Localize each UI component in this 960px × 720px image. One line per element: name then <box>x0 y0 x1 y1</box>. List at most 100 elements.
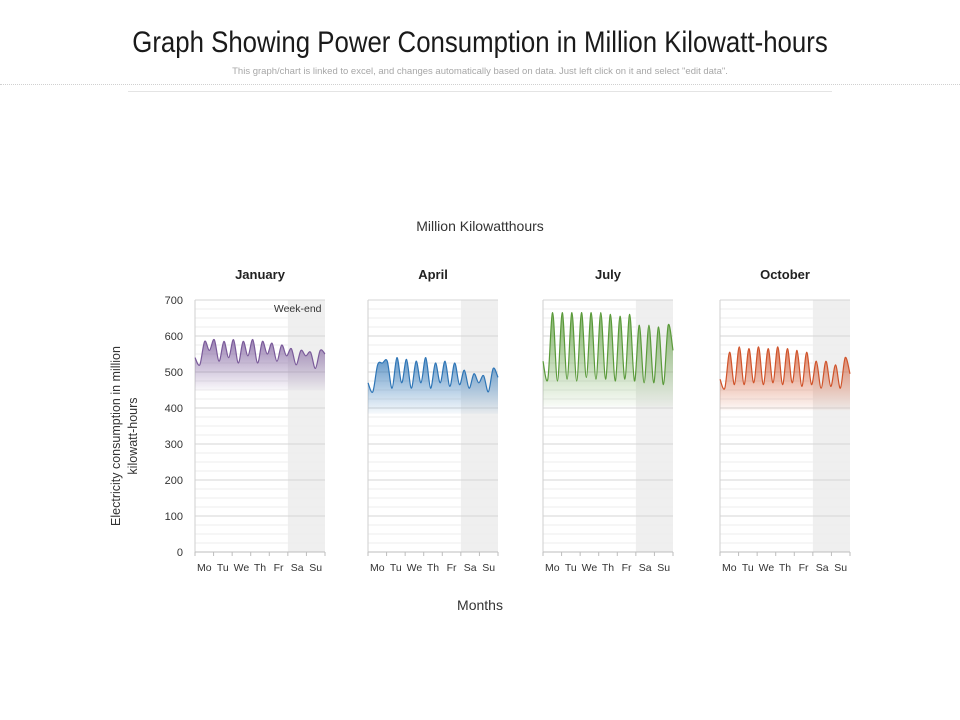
data-point <box>247 355 248 356</box>
data-point <box>204 341 205 342</box>
data-point <box>768 348 769 349</box>
data-point <box>286 355 287 356</box>
day-label: Mo <box>722 562 737 574</box>
data-point <box>425 357 426 358</box>
data-point <box>320 350 321 351</box>
day-label: Fr <box>447 562 457 574</box>
data-point <box>591 312 592 313</box>
data-point <box>782 384 783 385</box>
data-point <box>420 382 421 383</box>
data-point <box>658 326 659 327</box>
data-point <box>619 316 620 317</box>
data-point <box>416 361 417 362</box>
series-line <box>194 338 326 370</box>
data-point <box>372 391 373 392</box>
data-point <box>835 364 836 365</box>
x-axis-label: Months <box>457 597 503 613</box>
data-point <box>276 361 277 362</box>
day-label: We <box>234 562 250 574</box>
data-point <box>387 361 388 362</box>
data-point <box>743 384 744 385</box>
day-label: Tu <box>742 562 754 574</box>
series-line <box>542 311 674 386</box>
y-tick-label: 0 <box>177 547 183 559</box>
day-label: Fr <box>622 562 632 574</box>
data-point <box>562 312 563 313</box>
data-point <box>315 368 316 369</box>
data-point <box>257 362 258 363</box>
day-label: Sa <box>291 562 304 574</box>
y-axis-label: Electricity consumption in million kilowa… <box>109 346 140 526</box>
data-point <box>719 379 720 380</box>
page-title: Graph Showing Power Consumption in Milli… <box>132 26 828 59</box>
day-label: Mo <box>545 562 560 574</box>
data-point <box>547 379 548 380</box>
data-point <box>729 352 730 353</box>
data-point <box>440 382 441 383</box>
data-point <box>668 325 669 326</box>
data-point <box>238 362 239 363</box>
data-point <box>271 343 272 344</box>
day-label: We <box>759 562 775 574</box>
data-point <box>739 346 740 347</box>
data-point <box>639 325 640 326</box>
data-point <box>435 362 436 363</box>
series-line <box>719 346 851 390</box>
data-point <box>825 361 826 362</box>
data-point <box>267 353 268 354</box>
data-point <box>801 386 802 387</box>
data-point <box>310 352 311 353</box>
day-label: Tu <box>565 562 577 574</box>
data-point <box>845 357 846 358</box>
data-point <box>629 314 630 315</box>
series-area <box>368 357 498 414</box>
data-point <box>634 380 635 381</box>
data-point <box>281 344 282 345</box>
data-point <box>209 350 210 351</box>
data-point <box>830 386 831 387</box>
y-tick-label: 200 <box>165 475 183 487</box>
series-area <box>720 346 850 411</box>
day-label: Su <box>834 562 847 574</box>
y-tick-label: 600 <box>165 331 183 343</box>
data-point <box>411 388 412 389</box>
data-point <box>305 355 306 356</box>
data-point <box>610 314 611 315</box>
day-label: Fr <box>274 562 284 574</box>
data-point <box>252 339 253 340</box>
panel-october: Mo Tu We Th Fr Sa Su October <box>719 267 851 574</box>
day-label: Sa <box>464 562 477 574</box>
data-point <box>291 348 292 349</box>
data-point <box>557 380 558 381</box>
data-point <box>724 388 725 389</box>
data-point <box>821 388 822 389</box>
data-point <box>605 379 606 380</box>
data-point <box>396 357 397 358</box>
data-point <box>806 352 807 353</box>
data-point <box>571 312 572 313</box>
data-point <box>223 341 224 342</box>
panel-title: April <box>418 267 448 282</box>
data-point <box>811 384 812 385</box>
data-point <box>406 359 407 360</box>
page-subtitle: This graph/chart is linked to excel, and… <box>232 66 728 77</box>
data-point <box>758 346 759 347</box>
panel-title: October <box>760 267 810 282</box>
day-label: Fr <box>799 562 809 574</box>
data-point <box>493 368 494 369</box>
day-label: We <box>582 562 598 574</box>
data-point <box>576 380 577 381</box>
panel-title: July <box>595 267 622 282</box>
y-tick-label: 500 <box>165 367 183 379</box>
data-point <box>296 364 297 365</box>
day-label: Su <box>657 562 670 574</box>
data-point <box>401 382 402 383</box>
day-label: Th <box>779 562 791 574</box>
data-point <box>663 384 664 385</box>
day-label: Th <box>602 562 614 574</box>
data-point <box>464 370 465 371</box>
data-point <box>840 388 841 389</box>
data-point <box>542 361 543 362</box>
panel-april: Mo Tu We Th Fr Sa Su April <box>367 267 499 574</box>
